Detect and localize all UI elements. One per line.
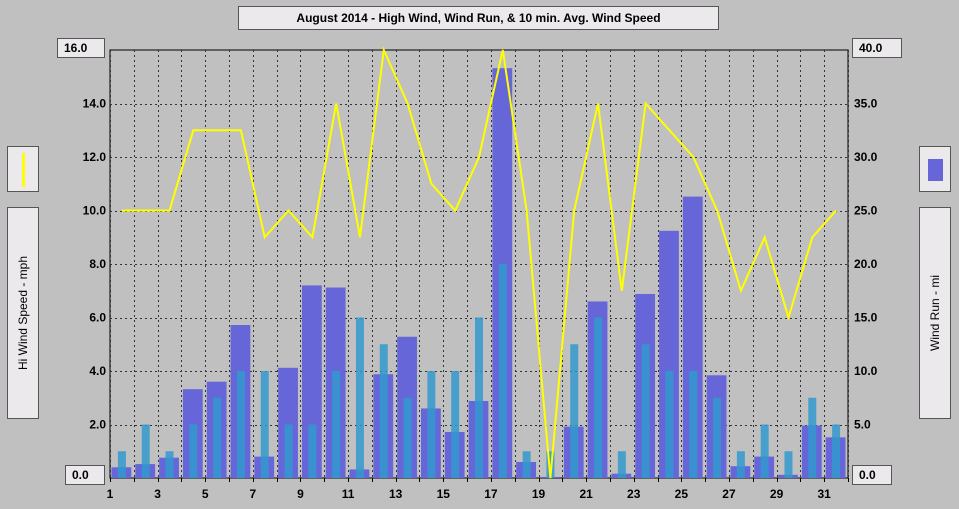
left-axis-label-box: Hi Wind Speed - mph	[7, 207, 39, 419]
avg-speed-bar	[832, 424, 841, 478]
left-axis-top-tick-label: 16.0	[64, 41, 88, 55]
wind-run-bar	[682, 196, 703, 478]
avg-speed-bar	[189, 424, 198, 478]
avg-speed-bar	[713, 397, 722, 478]
avg-speed-bar	[570, 344, 579, 478]
x-tick-label: 7	[249, 487, 256, 501]
avg-speed-bar	[784, 451, 793, 478]
avg-speed-bar	[736, 451, 745, 478]
right-tick-label: 35.0	[854, 97, 878, 111]
x-tick-label: 25	[675, 487, 689, 501]
x-tick-label: 11	[342, 487, 355, 501]
left-tick-label: 6.0	[89, 311, 106, 325]
wind-run-swatch-icon	[928, 159, 943, 181]
wind-run-legend	[919, 146, 951, 192]
avg-speed-bar	[236, 371, 245, 478]
wind-run-bar	[301, 285, 322, 478]
right-axis-bottom-tick-label: 0.0	[859, 468, 876, 482]
avg-speed-bar	[594, 317, 603, 478]
avg-speed-bar	[808, 397, 817, 478]
left-tick-label: 12.0	[83, 150, 107, 164]
high-wind-legend	[7, 146, 39, 192]
avg-speed-bar	[498, 264, 507, 478]
avg-speed-bar	[379, 344, 388, 478]
high-wind-swatch-icon	[22, 153, 25, 187]
x-tick-label: 29	[770, 487, 784, 501]
x-tick-label: 17	[484, 487, 498, 501]
right-tick-label: 20.0	[854, 257, 878, 271]
right-axis-bottom-tick: 0.0	[852, 465, 892, 485]
left-axis-top-tick: 16.0	[57, 38, 105, 58]
x-tick-label: 9	[297, 487, 304, 501]
right-tick-label: 15.0	[854, 311, 878, 325]
left-tick-label: 8.0	[89, 257, 106, 271]
avg-speed-bar	[760, 424, 769, 478]
avg-speed-bar	[403, 397, 412, 478]
left-tick-label: 4.0	[89, 364, 106, 378]
avg-speed-bar	[451, 371, 460, 478]
avg-speed-bar	[689, 371, 698, 478]
left-tick-label: 10.0	[83, 204, 107, 218]
avg-speed-bar	[617, 451, 626, 478]
x-tick-label: 1	[107, 487, 114, 501]
avg-speed-bar	[522, 451, 531, 478]
x-tick-label: 27	[722, 487, 736, 501]
x-tick-label: 21	[579, 487, 593, 501]
x-tick-label: 13	[389, 487, 403, 501]
avg-speed-bar	[641, 344, 650, 478]
avg-speed-bar	[284, 424, 293, 478]
left-tick-label: 14.0	[83, 97, 107, 111]
right-axis-label-box: Wind Run - mi	[919, 207, 951, 419]
x-tick-label: 3	[154, 487, 161, 501]
right-tick-label: 5.0	[854, 418, 871, 432]
avg-speed-bar	[141, 424, 150, 478]
x-tick-label: 31	[818, 487, 832, 501]
right-tick-label: 25.0	[854, 204, 878, 218]
avg-speed-bar	[165, 451, 174, 478]
right-axis-top-tick-label: 40.0	[859, 41, 883, 55]
right-tick-label: 30.0	[854, 150, 878, 164]
avg-speed-bar	[260, 371, 269, 478]
left-axis-bottom-tick: 0.0	[65, 465, 105, 485]
avg-speed-bar	[332, 371, 341, 478]
right-axis-top-tick: 40.0	[852, 38, 902, 58]
avg-speed-bar	[355, 317, 364, 478]
avg-speed-bar	[427, 371, 436, 478]
wind-run-bar	[278, 367, 298, 478]
x-tick-label: 23	[627, 487, 641, 501]
high-wind-line	[121, 46, 837, 479]
right-tick-label: 10.0	[854, 364, 878, 378]
left-tick-label: 2.0	[89, 418, 106, 432]
avg-speed-bar	[475, 317, 483, 478]
avg-speed-bar	[213, 397, 222, 478]
x-tick-label: 5	[202, 487, 209, 501]
avg-speed-bar	[308, 424, 317, 478]
avg-speed-bar	[665, 371, 674, 478]
wind-run-bar	[659, 230, 679, 478]
left-axis-bottom-tick-label: 0.0	[72, 468, 89, 482]
x-tick-label: 15	[437, 487, 451, 501]
avg-speed-bar	[546, 451, 555, 478]
chart-title: August 2014 - High Wind, Wind Run, & 10 …	[238, 6, 719, 30]
x-tick-label: 19	[532, 487, 546, 501]
avg-speed-bar	[117, 451, 126, 478]
